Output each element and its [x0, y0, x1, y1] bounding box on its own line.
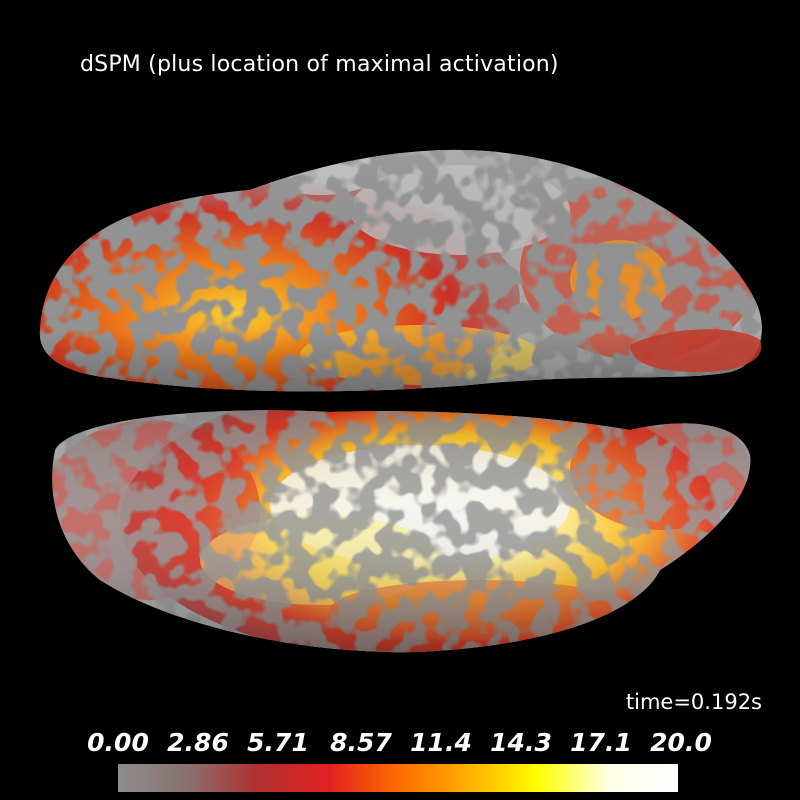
- colorbar: [118, 764, 678, 792]
- colorbar-tick: 11.4: [410, 728, 472, 757]
- colorbar-tick: 20.0: [650, 728, 712, 757]
- colorbar-ticks: 0.00 2.86 5.71 8.57 11.4 14.3 17.1 20.0: [80, 728, 720, 764]
- time-label: time=0.192s: [625, 690, 762, 714]
- colorbar-tick: 14.3: [490, 728, 552, 757]
- colorbar-tick: 0.00: [87, 728, 149, 757]
- plot-title: dSPM (plus location of maximal activatio…: [80, 52, 559, 77]
- colorbar-tick: 17.1: [570, 728, 632, 757]
- lower-hemisphere[interactable]: [0, 380, 800, 670]
- upper-hemisphere[interactable]: [0, 120, 800, 420]
- colorbar-tick: 5.71: [247, 728, 309, 757]
- colorbar-tick: 2.86: [167, 728, 229, 757]
- colorbar-tick: 8.57: [330, 728, 392, 757]
